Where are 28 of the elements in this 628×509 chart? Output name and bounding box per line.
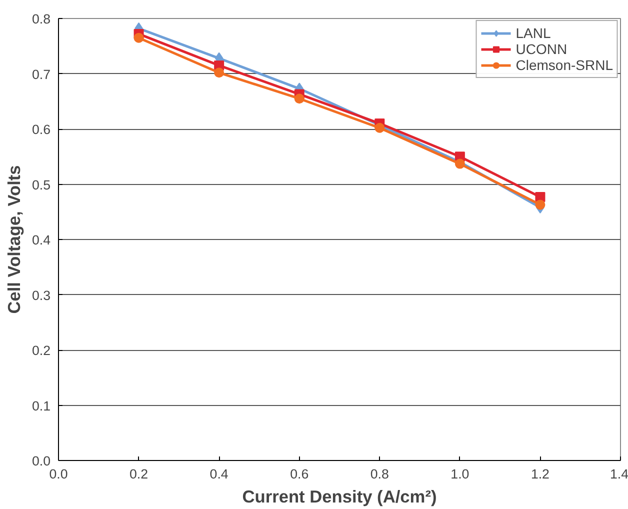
y-axis-title: Cell Voltage, Volts [4, 165, 24, 314]
point [134, 32, 144, 43]
point [374, 122, 385, 133]
x-tick-label: 0.4 [210, 466, 229, 482]
point [214, 68, 224, 78]
x-tick-label: 0.6 [290, 466, 309, 482]
x-tick-label: 1.2 [530, 466, 550, 482]
y-tick-label: 0.8 [32, 12, 51, 26]
point [535, 200, 546, 210]
x-tick-label: 0.2 [130, 466, 148, 482]
x-axis-title: Current Density (A/cm²) [242, 486, 437, 506]
y-tick-label: 0.7 [32, 66, 51, 82]
x-tick-label: 1.4 [610, 466, 628, 482]
legend-label: UCONN [516, 41, 568, 57]
y-tick-label: 0.0 [32, 454, 51, 468]
y-tick-label: 0.3 [32, 288, 51, 303]
y-tick-label: 0.6 [32, 122, 51, 137]
y-tick-label: 0.5 [32, 177, 51, 192]
x-tick-label: 1.0 [450, 466, 470, 482]
legend-label: LANL [516, 25, 551, 41]
x-tick-label: 0.8 [370, 466, 389, 482]
point [294, 94, 304, 104]
y-tick-label: 0.1 [32, 398, 51, 414]
point [454, 158, 465, 169]
x-tick-label: 0.0 [49, 466, 68, 482]
y-tick-label: 0.4 [32, 232, 52, 248]
y-tick-label: 0.2 [32, 343, 51, 358]
legend-label: Clemson-SRNL [516, 57, 613, 73]
